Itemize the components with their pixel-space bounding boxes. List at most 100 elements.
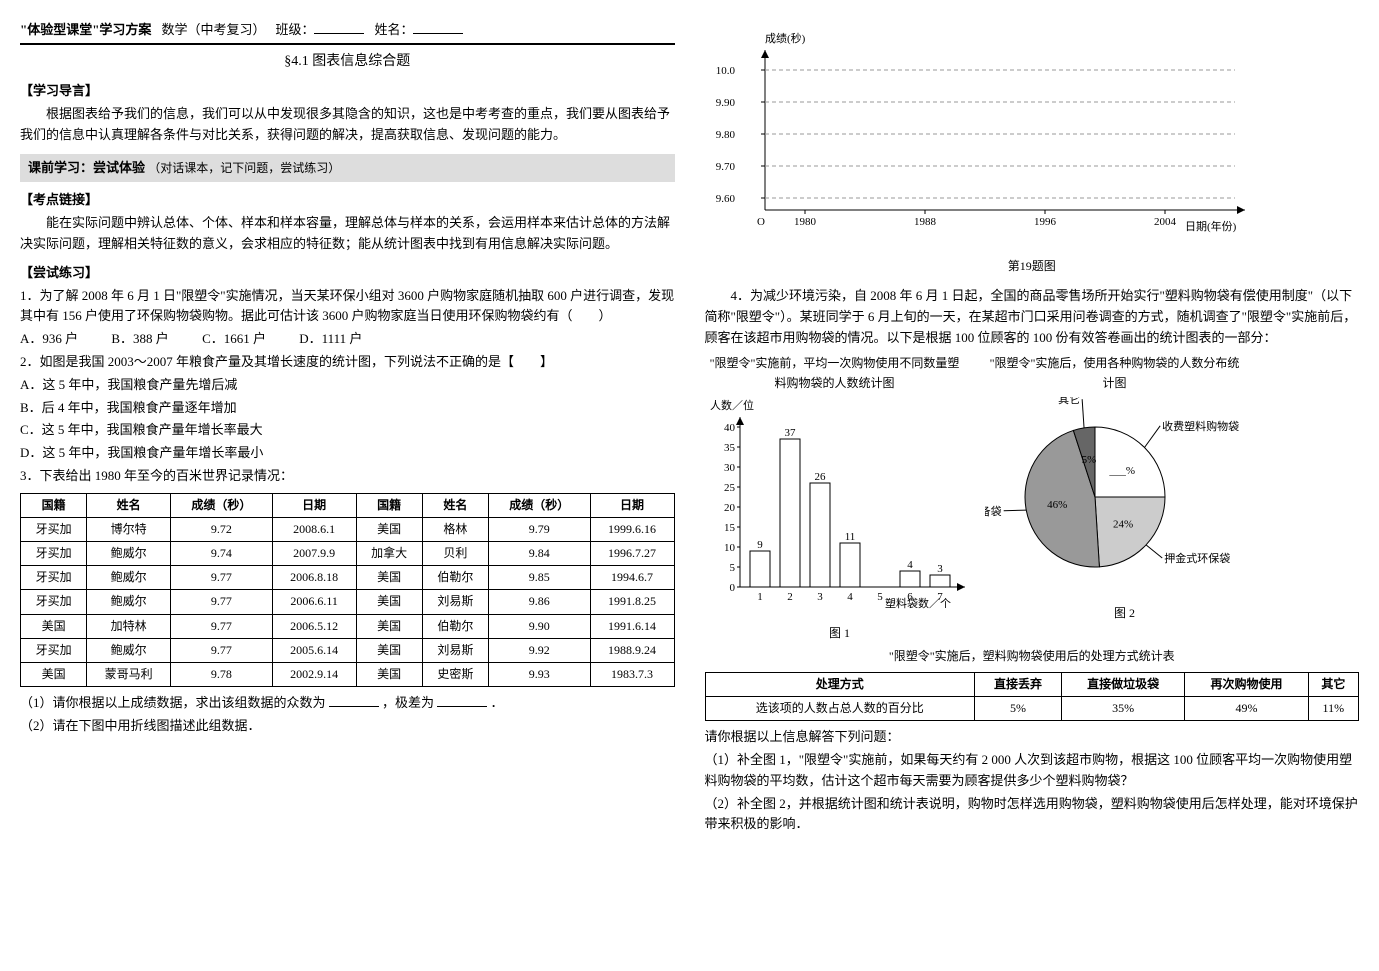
td: 牙买加 [21,638,87,662]
td: 11% [1308,697,1358,721]
td: 牙买加 [21,517,87,541]
svg-text:___%: ___% [1108,465,1135,477]
svg-text:3: 3 [817,591,823,603]
td: 史密斯 [422,663,488,687]
td: 9.77 [171,638,273,662]
bar-chart-title: "限塑令"实施前，平均一次购物使用不同数量塑料购物袋的人数统计图 [705,354,965,392]
svg-text:9.90: 9.90 [715,97,735,109]
td: 牙买加 [21,590,87,614]
guide-head: 【学习导言】 [20,81,675,102]
left-column: "体验型课堂"学习方案 数学（中考复习） 班级： 姓名： §4.1 图表信息综合… [20,20,675,837]
td: 1983.7.3 [590,663,674,687]
q1-opt-b: B．388 户 [111,329,168,350]
bar-ylabel: 人数／位 [710,398,754,412]
header-subject: 数学（中考复习） [161,20,265,41]
q3-sub2: （2）请在下图中用折线图描述此组数据． [20,716,675,737]
td: 2006.5.12 [272,614,356,638]
td: 9.74 [171,542,273,566]
x-arrow [1237,206,1245,214]
th: 成绩（秒） [171,493,273,517]
prestudy-title: 课前学习：尝试体验 [28,160,145,175]
svg-text:25: 25 [724,482,736,494]
q2-opt-c: C．这 5 年中，我国粮食产量年增长率最大 [20,420,675,441]
y-arrow [761,50,769,58]
q1-opt-c: C．1661 户 [202,329,266,350]
svg-text:3: 3 [937,563,943,575]
td: 蒙哥马利 [87,663,171,687]
td: 1999.6.16 [590,517,674,541]
td: 2007.9.9 [272,542,356,566]
q4-text: 4．为减少环境污染，自 2008 年 6 月 1 日起，全国的商品零售场所开始实… [705,286,1360,348]
svg-text:30: 30 [724,462,736,474]
svg-text:其它: 其它 [1058,397,1080,406]
svg-text:4: 4 [847,591,853,603]
svg-text:4: 4 [907,559,913,571]
table-row: 牙买加鲍威尔9.742007.9.9加拿大贝利9.841996.7.27 [21,542,675,566]
ylabel: 成绩(秒) [765,31,806,45]
mode-blank [329,693,379,707]
q3-sub1: （1）请你根据以上成绩数据，求出该组数据的众数为 ，极差为 ． [20,693,675,714]
svg-text:1988: 1988 [914,216,937,228]
td: 美国 [356,663,422,687]
td: 牙买加 [21,566,87,590]
svg-text:2004: 2004 [1154,216,1177,228]
svg-text:10.0: 10.0 [715,65,735,77]
bar-x-arrow [957,583,965,591]
table-row: 牙买加鲍威尔9.772006.8.18美国伯勒尔9.851994.6.7 [21,566,675,590]
td: 9.86 [489,590,591,614]
td: 1991.8.25 [590,590,674,614]
xlabel: 日期(年份) [1185,219,1237,233]
svg-text:1: 1 [757,591,763,603]
line-chart-svg: 成绩(秒) 10.09.909.809.709.60 1980198819962… [705,30,1265,250]
th: 姓名 [422,493,488,517]
td: 2008.6.1 [272,517,356,541]
bar-y-arrow [736,417,744,425]
svg-text:5%: 5% [1081,454,1096,466]
prestudy-note: （对话课本，记下问题，尝试练习） [148,161,340,175]
right-column: 成绩(秒) 10.09.909.809.709.60 1980198819962… [705,20,1360,837]
td: 2006.6.11 [272,590,356,614]
q3-table: 国籍 姓名 成绩（秒） 日期 国籍 姓名 成绩（秒） 日期 牙买加博尔特9.72… [20,493,675,688]
q2-text: 2．如图是我国 2003～2007 年粮食产量及其增长速度的统计图，下列说法不正… [20,352,675,373]
svg-text:1980: 1980 [794,216,817,228]
th: 日期 [272,493,356,517]
td: 2002.9.14 [272,663,356,687]
bar-chart-wrap: "限塑令"实施前，平均一次购物使用不同数量塑料购物袋的人数统计图 人数／位 05… [705,350,975,642]
td: 美国 [356,517,422,541]
q1-options: A．936 户 B．388 户 C．1661 户 D．1111 户 [20,329,675,350]
td: 9.93 [489,663,591,687]
two-charts: "限塑令"实施前，平均一次购物使用不同数量塑料购物袋的人数统计图 人数／位 0 5… [705,350,1360,642]
page-header: "体验型课堂"学习方案 数学（中考复习） 班级： 姓名： [20,20,675,45]
q3-sub1-b: ，极差为 [382,695,434,710]
td: 9.77 [171,566,273,590]
guide-text: 根据图表给予我们的信息，我们可以从中发现很多其隐含的知识，这也是中考考查的重点，… [20,104,675,146]
table2-title: "限塑令"实施后，塑料购物袋使用后的处理方式统计表 [705,647,1360,666]
td: 伯勒尔 [422,566,488,590]
td: 美国 [356,566,422,590]
td: 1994.6.7 [590,566,674,590]
bar-xlabel: 塑料袋数／个 [885,596,951,610]
td: 2006.8.18 [272,566,356,590]
q1-text: 1．为了解 2008 年 6 月 1 日"限塑令"实施情况，当天某环保小组对 3… [20,286,675,328]
td: 博尔特 [87,517,171,541]
th: 国籍 [21,493,87,517]
pie-chart-title: "限塑令"实施后，使用各种购物袋的人数分布统计图 [985,354,1245,392]
th: 国籍 [356,493,422,517]
pie-caption: 图 2 [985,604,1265,623]
td: 美国 [356,614,422,638]
td: 选该项的人数占总人数的百分比 [705,697,975,721]
td: 伯勒尔 [422,614,488,638]
q1-opt-a: A．936 户 [20,329,78,350]
td: 1991.6.14 [590,614,674,638]
svg-text:35: 35 [724,442,736,454]
svg-text:押金式环保袋: 押金式环保袋 [1164,551,1230,565]
table-row: 牙买加博尔特9.722008.6.1美国格林9.791999.6.16 [21,517,675,541]
q4-sub2: （2）补全图 2，并根据统计图和统计表说明，购物时怎样选用购物袋，塑料购物袋使用… [705,794,1360,836]
th: 成绩（秒） [489,493,591,517]
line-chart-caption: 第19题图 [705,257,1360,276]
pie-chart-svg: 收费塑料购物袋___%押金式环保袋24%自备袋46%其它5% [985,397,1265,597]
svg-text:0: 0 [729,582,735,594]
table-row: 选该项的人数占总人数的百分比 5% 35% 49% 11% [705,697,1359,721]
links-head: 【考点链接】 [20,190,675,211]
td: 牙买加 [21,542,87,566]
